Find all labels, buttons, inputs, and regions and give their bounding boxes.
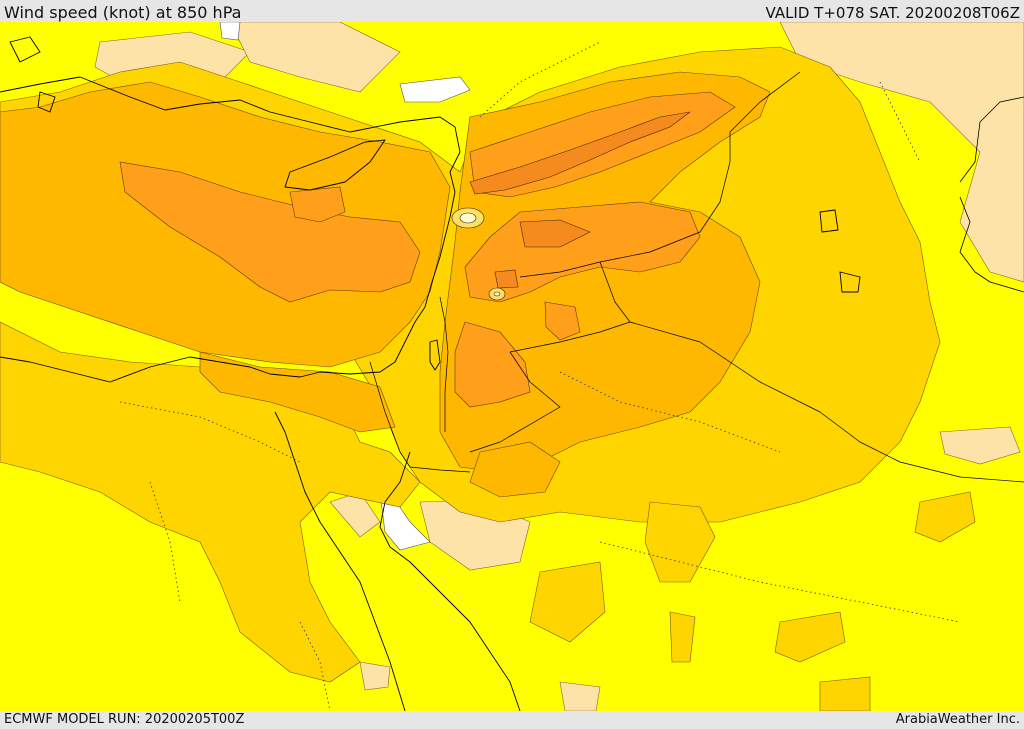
credit-label: ArabiaWeather Inc. bbox=[895, 712, 1020, 727]
coastlines bbox=[0, 36, 1024, 711]
map-title: Wind speed (knot) at 850 hPa bbox=[4, 3, 242, 22]
jet-core-regions bbox=[469, 111, 691, 289]
map-footer: ECMWF MODEL RUN: 20200205T00Z ArabiaWeat… bbox=[0, 711, 1024, 729]
dotted-boundaries bbox=[119, 41, 961, 711]
wind-speed-map[interactable] bbox=[0, 22, 1024, 711]
wind-field-svg bbox=[0, 22, 1024, 711]
model-run-label: ECMWF MODEL RUN: 20200205T00Z bbox=[4, 712, 245, 727]
map-header: Wind speed (knot) at 850 hPa VALID T+078… bbox=[0, 0, 1024, 22]
tight-contour-cluster bbox=[451, 207, 506, 301]
valid-time-label: VALID T+078 SAT. 20200208T06Z bbox=[765, 4, 1020, 22]
